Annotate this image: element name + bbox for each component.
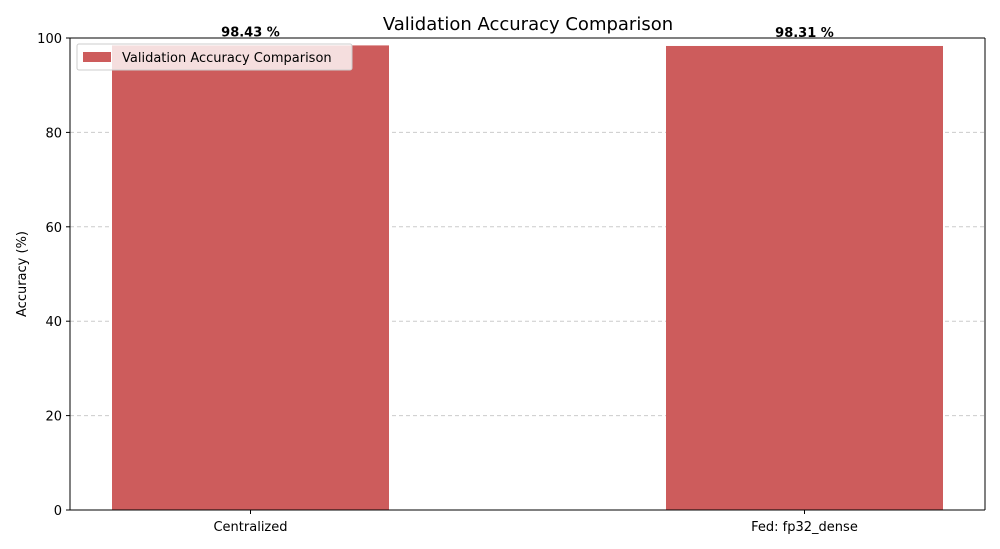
y-axis-label: Accuracy (%) [15, 231, 30, 317]
y-tick-label: 20 [45, 410, 62, 425]
y-tick-label: 100 [37, 32, 62, 47]
legend: Validation Accuracy Comparison [76, 43, 353, 71]
legend-swatch [83, 52, 111, 62]
y-tick-label: 40 [45, 315, 62, 330]
axes: 0 20 40 60 80 100 Centralized Fed: fp32_dense [37, 32, 986, 535]
y-tick-label: 60 [45, 221, 62, 236]
x-tick-label: Fed: fp32_dense [751, 520, 858, 535]
legend-entry-label: Validation Accuracy Comparison [122, 51, 332, 66]
x-tick-label: Centralized [213, 520, 287, 535]
bar-value-label: 98.43 % [221, 25, 280, 40]
bar-value-label: 98.31 % [775, 26, 834, 41]
y-tick-label: 80 [45, 126, 62, 141]
bar-data-labels: 98.43 % 98.31 % [221, 25, 834, 41]
legend-frame [76, 43, 353, 71]
bar [666, 45, 943, 510]
chart-title: Validation Accuracy Comparison [383, 14, 673, 35]
y-tick-label: 0 [54, 504, 62, 519]
bars [112, 45, 943, 510]
bar [112, 45, 389, 510]
